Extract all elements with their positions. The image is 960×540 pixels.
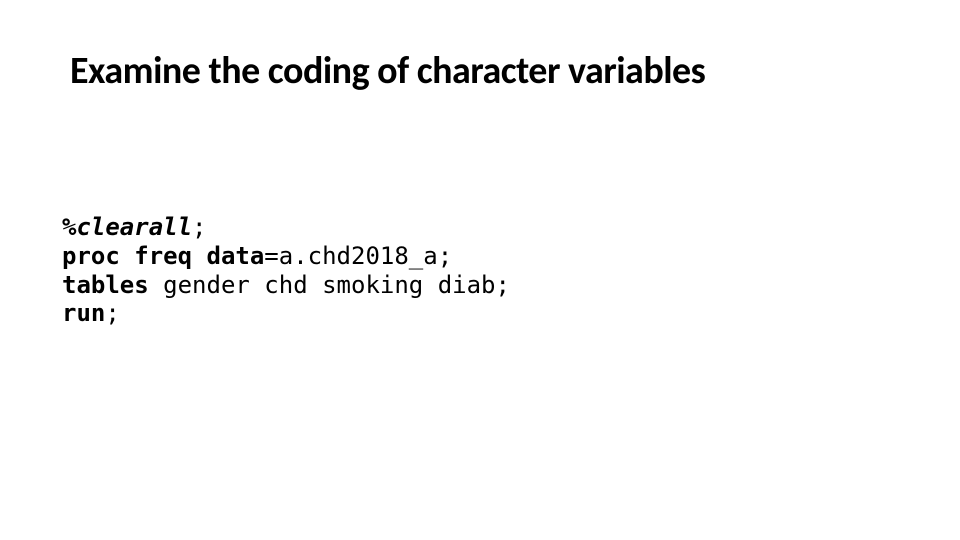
macro-call: %clearall — [62, 213, 192, 241]
code-line-4: run; — [62, 299, 510, 328]
data-option: data — [207, 242, 265, 270]
code-line-1: %clearall; — [62, 213, 510, 242]
code-text: ; — [105, 299, 119, 327]
code-block: %clearall; proc freq data=a.chd2018_a; t… — [62, 213, 510, 328]
code-line-3: tables gender chd smoking diab; — [62, 271, 510, 300]
slide-title: Examine the coding of character variable… — [70, 48, 705, 94]
code-line-2: proc freq data=a.chd2018_a; — [62, 242, 510, 271]
code-text: gender chd smoking diab; — [149, 271, 510, 299]
code-text: =a.chd2018_a; — [264, 242, 452, 270]
run-keyword: run — [62, 299, 105, 327]
proc-keyword: proc freq — [62, 242, 207, 270]
code-text: ; — [192, 213, 206, 241]
tables-keyword: tables — [62, 271, 149, 299]
